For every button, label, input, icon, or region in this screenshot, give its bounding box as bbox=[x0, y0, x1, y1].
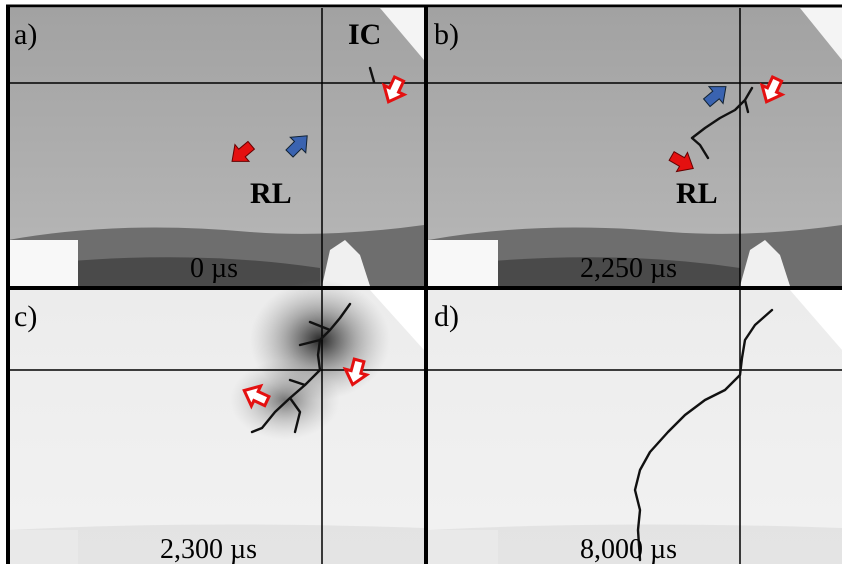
panel-a: a) IC RL 0 µs bbox=[8, 8, 424, 286]
page: {"panels": [ {"label": "a)", "annotation… bbox=[0, 0, 842, 564]
panel-label: b) bbox=[434, 18, 459, 51]
panel-label: d) bbox=[434, 300, 459, 333]
annotation: RL bbox=[250, 177, 292, 210]
panel-d: d) 8,000 µs bbox=[428, 290, 842, 564]
panel-b: b) RL 2,250 µs bbox=[428, 8, 842, 286]
panel-c: c) 2,300 µs bbox=[8, 280, 424, 564]
time-label: 2,250 µs bbox=[580, 253, 677, 284]
time-label: 2,300 µs bbox=[160, 534, 257, 564]
figure: a) IC RL 0 µs b) RL 2,250 µs c) 2 bbox=[0, 0, 842, 564]
panel-label: a) bbox=[14, 18, 37, 51]
annotation: IC bbox=[348, 18, 381, 51]
time-label: 8,000 µs bbox=[580, 534, 677, 564]
time-label: 0 µs bbox=[190, 253, 238, 284]
annotation: RL bbox=[676, 177, 718, 210]
panel-label: c) bbox=[14, 300, 37, 333]
